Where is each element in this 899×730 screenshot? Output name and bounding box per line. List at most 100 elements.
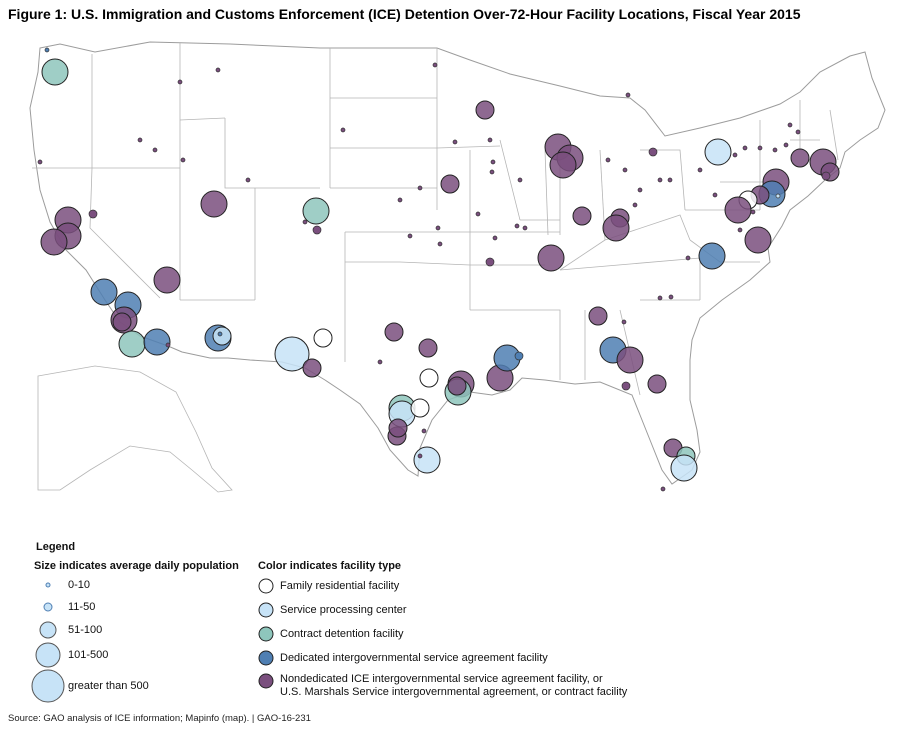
type-circle	[258, 578, 274, 594]
alaska-outline	[37, 365, 233, 493]
facility-marker	[40, 228, 68, 256]
legend-type-row: Family residential facility	[258, 578, 399, 594]
facility-marker	[137, 137, 143, 143]
facility-marker	[772, 147, 778, 153]
type-label: Service processing center	[280, 603, 407, 616]
size-symbol-icon	[28, 669, 68, 703]
state-border	[470, 309, 561, 380]
legend: Legend Size indicates average daily popu…	[28, 538, 868, 708]
state-border	[829, 109, 839, 161]
figure-title: Figure 1: U.S. Immigration and Customs E…	[8, 6, 801, 22]
facility-marker	[215, 67, 221, 73]
facility-marker	[660, 486, 666, 492]
size-circle	[35, 642, 61, 668]
legend-type-row: Contract detention facility	[258, 626, 404, 642]
facility-marker	[112, 312, 132, 332]
legend-size-row: 0-10	[28, 578, 90, 592]
size-label: 51-100	[68, 624, 103, 636]
facility-marker	[313, 328, 333, 348]
type-circle	[258, 673, 274, 689]
facility-marker	[384, 322, 404, 342]
facility-marker	[41, 58, 69, 86]
facility-marker	[200, 190, 228, 218]
facility-marker	[549, 151, 577, 179]
size-circle	[43, 602, 53, 612]
state-border	[179, 117, 226, 121]
facility-marker	[522, 225, 528, 231]
facility-marker	[432, 62, 438, 68]
facility-marker	[177, 79, 183, 85]
facility-marker	[821, 171, 831, 181]
facility-marker	[783, 142, 789, 148]
facility-marker	[637, 187, 643, 193]
legend-size-row: 11-50	[28, 600, 95, 614]
type-label-line2: U.S. Marshals Service intergovernmental …	[280, 686, 628, 698]
facility-marker	[750, 209, 756, 215]
facility-marker	[487, 137, 493, 143]
legend-type-row: Nondedicated ICE intergovernmental servi…	[258, 673, 627, 699]
facility-marker	[621, 319, 627, 325]
facility-marker	[377, 359, 383, 365]
type-swatch-icon	[258, 650, 280, 666]
size-symbol-icon	[28, 600, 68, 614]
facility-marker	[274, 336, 310, 372]
size-symbol-icon	[28, 642, 68, 668]
facility-marker	[118, 330, 146, 358]
facility-marker	[165, 342, 171, 348]
facility-marker	[625, 92, 631, 98]
facility-marker	[417, 185, 423, 191]
facility-marker	[605, 157, 611, 163]
facility-marker	[312, 225, 322, 235]
facility-marker	[340, 127, 346, 133]
state-border	[436, 145, 501, 149]
state-border	[559, 257, 701, 271]
facility-marker	[410, 398, 430, 418]
state-border	[604, 214, 691, 241]
legend-size-row: greater than 500	[28, 669, 149, 703]
facility-marker	[397, 197, 403, 203]
facility-marker	[648, 147, 658, 157]
facility-marker	[452, 139, 458, 145]
legend-size-heading: Size indicates average daily population	[34, 560, 239, 572]
facility-marker	[302, 219, 308, 225]
facility-marker	[435, 225, 441, 231]
facility-marker	[698, 242, 726, 270]
facility-marker	[668, 294, 674, 300]
facility-marker	[419, 368, 439, 388]
facility-marker	[475, 100, 495, 120]
facility-marker	[514, 351, 524, 361]
facility-marker	[790, 148, 810, 168]
type-swatch-icon	[258, 673, 280, 689]
state-border	[544, 149, 549, 236]
facility-marker	[44, 47, 50, 53]
size-label: 101-500	[68, 649, 109, 661]
facility-marker	[621, 381, 631, 391]
facility-marker	[537, 244, 565, 272]
facility-marker	[485, 257, 495, 267]
state-border	[224, 118, 320, 189]
facility-marker	[697, 167, 703, 173]
size-label: 11-50	[68, 601, 96, 613]
legend-type-row: Dedicated intergovernmental service agre…	[258, 650, 548, 666]
facility-marker	[632, 202, 638, 208]
type-label: Contract detention facility	[280, 627, 404, 640]
type-circle	[258, 650, 274, 666]
us-outline	[29, 41, 886, 485]
type-label: Dedicated intergovernmental service agre…	[280, 651, 548, 664]
facility-marker	[704, 138, 732, 166]
facility-marker	[667, 177, 673, 183]
facility-marker	[795, 129, 801, 135]
facility-marker	[212, 326, 232, 346]
legend-color-heading: Color indicates facility type	[258, 560, 402, 572]
facility-marker	[517, 177, 523, 183]
facility-marker	[152, 147, 158, 153]
size-label: greater than 500	[68, 680, 149, 692]
facility-marker	[737, 227, 743, 233]
facility-marker	[418, 338, 438, 358]
facility-marker	[180, 157, 186, 163]
size-circle	[39, 621, 57, 639]
facility-marker	[88, 209, 98, 219]
facility-marker	[143, 328, 171, 356]
facility-marker	[622, 167, 628, 173]
facility-marker	[388, 418, 408, 438]
